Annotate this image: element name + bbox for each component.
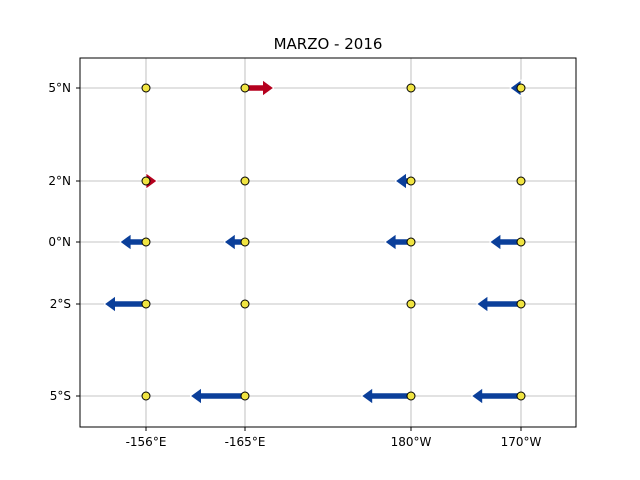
wind-arrow xyxy=(360,387,412,405)
station-marker xyxy=(406,391,416,401)
station-marker xyxy=(240,176,250,186)
x-tick-label: -165°E xyxy=(225,435,266,449)
y-tick-label: 0°N xyxy=(48,235,71,249)
station-markers xyxy=(141,83,526,401)
chart-title: MARZO - 2016 xyxy=(274,35,383,53)
wind-arrow xyxy=(476,295,522,313)
station-marker xyxy=(516,176,526,186)
station-marker xyxy=(516,299,526,309)
station-marker xyxy=(141,237,151,247)
y-tick-label: 2°S xyxy=(50,297,71,311)
station-marker xyxy=(406,83,416,93)
x-axis-ticks: -156°E -165°E 180°W 170°W xyxy=(126,427,542,449)
wind-arrow xyxy=(489,233,522,251)
wind-arrow xyxy=(470,387,522,405)
x-tick-label: 170°W xyxy=(501,435,542,449)
wind-arrow xyxy=(103,295,147,313)
y-tick-label: 5°S xyxy=(50,389,71,403)
station-marker xyxy=(141,176,151,186)
station-marker xyxy=(406,176,416,186)
station-marker xyxy=(141,391,151,401)
station-marker xyxy=(406,299,416,309)
station-marker xyxy=(240,299,250,309)
y-tick-label: 5°N xyxy=(48,81,71,95)
station-marker xyxy=(141,83,151,93)
wind-arrow xyxy=(189,387,246,405)
y-axis-ticks: 5°N 2°N 0°N 2°S 5°S xyxy=(48,81,80,403)
station-marker xyxy=(240,237,250,247)
station-marker xyxy=(240,83,250,93)
y-tick-label: 2°N xyxy=(48,174,71,188)
station-marker xyxy=(516,391,526,401)
station-marker xyxy=(406,237,416,247)
station-marker xyxy=(141,299,151,309)
station-marker xyxy=(516,237,526,247)
station-marker xyxy=(516,83,526,93)
x-tick-label: 180°W xyxy=(391,435,432,449)
x-tick-label: -156°E xyxy=(126,435,167,449)
station-marker xyxy=(240,391,250,401)
